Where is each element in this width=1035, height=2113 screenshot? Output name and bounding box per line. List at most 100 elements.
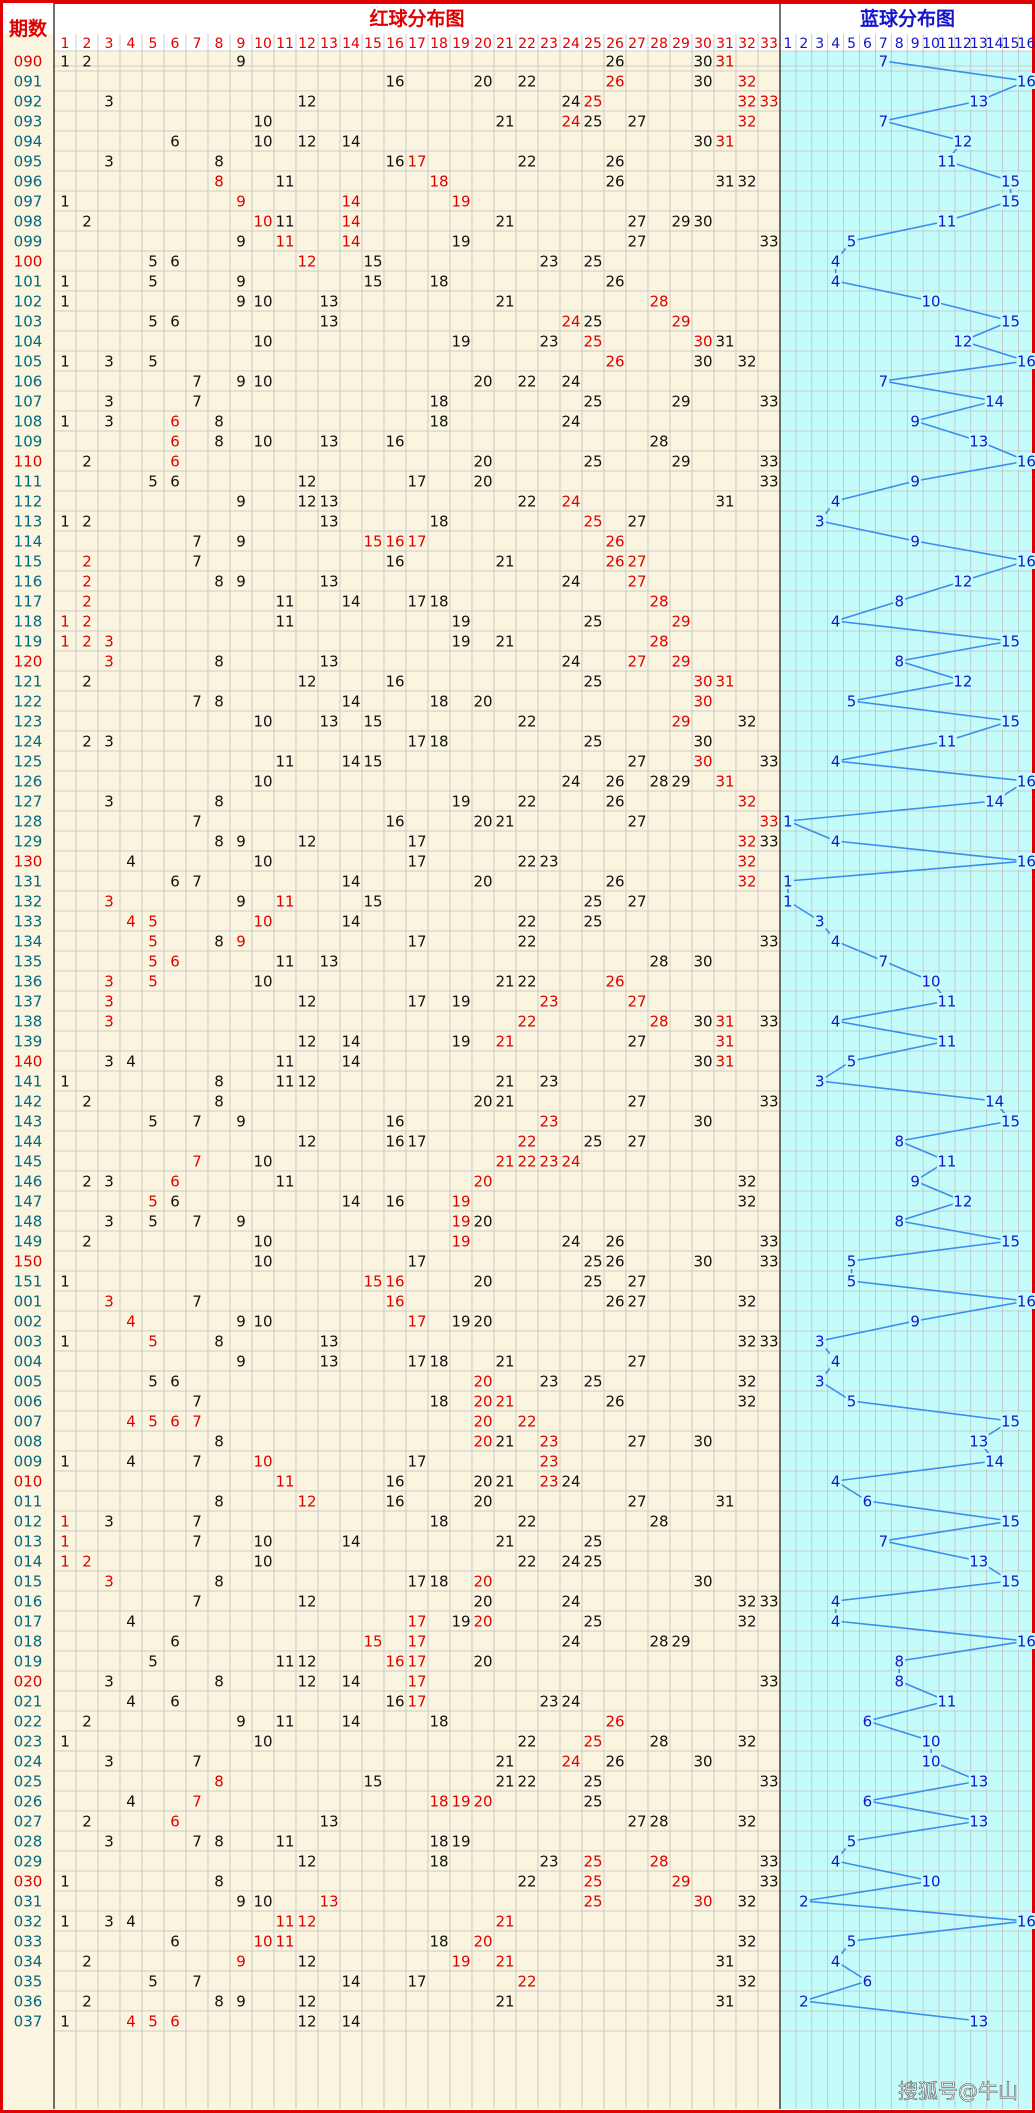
red-ball-number: 5 (148, 1653, 158, 1671)
red-ball-number: 23 (539, 853, 558, 871)
red-ball-number: 22 (517, 493, 536, 511)
blue-ball-number: 11 (937, 733, 956, 751)
red-column-header: 7 (193, 36, 202, 52)
period-label: 011 (14, 1493, 43, 1511)
red-ball-number: 30 (693, 353, 712, 371)
period-column-title: 期数 (9, 17, 48, 40)
red-ball-number: 5 (148, 1193, 158, 1211)
red-ball-number: 6 (170, 413, 180, 431)
blue-ball-halo (984, 1093, 1005, 1109)
red-ball-number: 9 (236, 1213, 246, 1231)
blue-trend-segment (883, 100, 979, 122)
red-ball-number: 20 (473, 1593, 492, 1611)
red-ball-number: 28 (649, 433, 668, 451)
red-column-header: 2 (83, 36, 92, 52)
red-ball-number: 32 (737, 1733, 756, 1751)
red-ball-number: 3 (104, 793, 114, 811)
period-label: 019 (14, 1653, 43, 1671)
red-ball-number: 3 (104, 353, 114, 371)
period-label: 103 (14, 313, 43, 331)
red-ball-number: 1 (60, 1733, 70, 1751)
blue-ball-halo (952, 573, 973, 589)
red-ball-number: 25 (583, 1873, 602, 1891)
red-ball-number: 24 (561, 1553, 580, 1571)
red-ball-number: 23 (539, 1693, 558, 1711)
period-label: 125 (14, 753, 43, 771)
red-ball-number: 27 (627, 753, 646, 771)
blue-ball-halo (921, 1753, 942, 1769)
blue-ball-halo (909, 473, 922, 489)
red-ball-number: 16 (385, 1193, 404, 1211)
blue-ball-number: 16 (1017, 453, 1035, 471)
red-ball-number: 19 (451, 993, 470, 1011)
red-ball-number: 24 (561, 573, 580, 591)
red-ball-number: 30 (693, 953, 712, 971)
red-ball-number: 21 (495, 1093, 514, 1111)
red-ball-number: 3 (104, 1573, 114, 1591)
red-ball-number: 16 (385, 1693, 404, 1711)
red-ball-number: 18 (429, 1353, 448, 1371)
red-ball-number: 20 (473, 1273, 492, 1291)
blue-ball-number: 5 (847, 1253, 857, 1271)
red-ball-number: 9 (236, 1993, 246, 2011)
red-ball-number: 1 (60, 513, 70, 531)
red-ball-number: 8 (214, 1093, 224, 1111)
blue-ball-halo (1016, 453, 1035, 469)
red-ball-number: 6 (170, 1693, 180, 1711)
red-column-header: 21 (496, 36, 514, 52)
period-label: 030 (14, 1873, 43, 1891)
red-column-header: 12 (298, 36, 316, 52)
red-ball-number: 3 (104, 413, 114, 431)
blue-ball-number: 5 (847, 1833, 857, 1851)
red-ball-number: 19 (451, 613, 470, 631)
red-ball-number: 33 (759, 1853, 778, 1871)
red-ball-number: 1 (60, 1873, 70, 1891)
blue-ball-number: 11 (937, 153, 956, 171)
red-ball-number: 4 (126, 1053, 136, 1071)
red-ball-number: 9 (236, 1713, 246, 1731)
blue-trend-segment (835, 760, 1027, 782)
red-ball-number: 14 (341, 1193, 360, 1211)
period-label: 148 (14, 1213, 43, 1231)
red-ball-number: 24 (561, 1153, 580, 1171)
red-ball-number: 2 (82, 1993, 92, 2011)
red-ball-number: 21 (495, 1153, 514, 1171)
blue-ball-halo (829, 253, 842, 269)
blue-ball-halo (861, 1713, 874, 1729)
blue-ball-number: 15 (1001, 713, 1020, 731)
red-ball-number: 14 (341, 913, 360, 931)
red-ball-number: 17 (407, 153, 426, 171)
red-ball-number: 19 (451, 793, 470, 811)
red-ball-number: 18 (429, 513, 448, 531)
red-ball-number: 27 (627, 1353, 646, 1371)
period-label: 135 (14, 953, 43, 971)
red-ball-number: 1 (60, 353, 70, 371)
red-ball-number: 3 (104, 1753, 114, 1771)
red-ball-number: 4 (126, 1793, 136, 1811)
blue-ball-number: 8 (894, 1133, 904, 1151)
red-ball-number: 8 (214, 413, 224, 431)
red-ball-number: 21 (495, 553, 514, 571)
red-ball-number: 5 (148, 1373, 158, 1391)
period-label: 013 (14, 1533, 43, 1551)
blue-ball-number: 3 (815, 1373, 825, 1391)
blue-ball-halo (952, 133, 973, 149)
red-ball-number: 11 (275, 1713, 294, 1731)
blue-ball-number: 15 (1001, 1113, 1020, 1131)
blue-ball-number: 6 (863, 1493, 873, 1511)
blue-column-header: 9 (911, 36, 920, 52)
red-ball-number: 16 (385, 533, 404, 551)
red-ball-number: 32 (737, 1293, 756, 1311)
red-ball-number: 25 (583, 1373, 602, 1391)
red-ball-number: 11 (275, 1653, 294, 1671)
period-label: 092 (14, 93, 43, 111)
blue-ball-number: 13 (969, 1553, 988, 1571)
red-ball-number: 18 (429, 593, 448, 611)
blue-trend-segment (867, 1800, 979, 1822)
period-label: 022 (14, 1713, 43, 1731)
red-ball-number: 26 (605, 1393, 624, 1411)
red-ball-number: 15 (363, 253, 382, 271)
red-ball-number: 16 (385, 1133, 404, 1151)
blue-trend-segment (787, 860, 1027, 882)
red-ball-number: 4 (126, 1313, 136, 1331)
